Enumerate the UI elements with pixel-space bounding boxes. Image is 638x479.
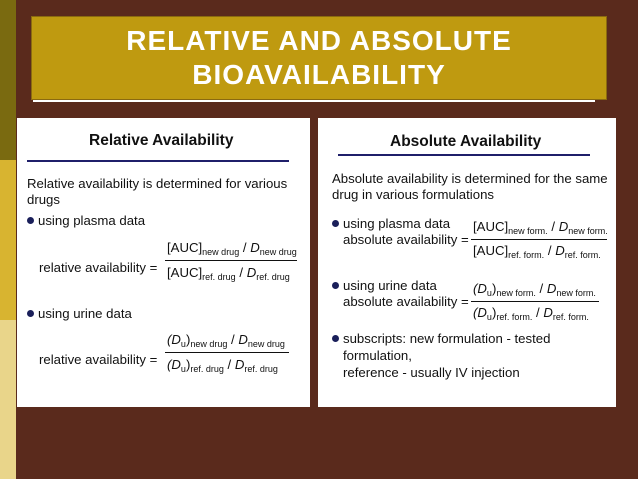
absolute-subscripts-line-3: reference - usually IV injection (343, 365, 520, 380)
absolute-plasma-denominator: [AUC]ref. form. / Dref. form. (473, 243, 601, 260)
relative-bullet-plasma-text: using plasma data (38, 213, 146, 228)
bullet-icon (332, 335, 339, 342)
absolute-urine-denominator: (Du)ref. form. / Dref. form. (473, 305, 589, 322)
relative-urine-denominator: (Du)ref. drug / Dref. drug (167, 357, 278, 374)
relative-plasma-fraction-bar (165, 260, 297, 261)
slide-title: RELATIVE AND ABSOLUTE BIOAVAILABILITY (31, 24, 607, 92)
bullet-icon (332, 220, 339, 227)
absolute-bullet-plasma: using plasma data (332, 216, 450, 232)
absolute-urine-fraction-bar (471, 301, 599, 302)
bullet-icon (332, 282, 339, 289)
relative-plasma-formula-label: relative availability = (39, 260, 158, 275)
relative-urine-fraction-bar (165, 352, 289, 353)
strip-segment-gold (0, 160, 16, 320)
absolute-bullet-urine-text: using urine data (343, 278, 437, 293)
relative-plasma-numerator: [AUC]new drug / Dnew drug (167, 240, 297, 257)
absolute-subscripts-line-2: formulation, (343, 348, 412, 363)
relative-plasma-denominator: [AUC]ref. drug / Dref. drug (167, 265, 290, 282)
left-decoration-strip (0, 0, 16, 479)
absolute-bullet-urine: using urine data (332, 278, 437, 294)
relative-availability-panel: Relative Availability Relative availabil… (17, 118, 310, 407)
relative-heading-rule (27, 160, 289, 162)
bullet-icon (27, 217, 34, 224)
strip-segment-dark (0, 0, 16, 160)
relative-intro-line-1: Relative availability is determined for … (27, 176, 288, 191)
relative-heading: Relative Availability (89, 132, 234, 149)
absolute-bullet-subscripts-text: subscripts: new formulation - tested (343, 331, 551, 346)
relative-bullet-urine: using urine data (27, 306, 132, 322)
relative-bullet-urine-text: using urine data (38, 306, 132, 321)
relative-urine-formula-label: relative availability = (39, 352, 158, 367)
absolute-urine-numerator: (Du)new form. / Dnew form. (473, 281, 596, 298)
absolute-intro-line-2: drug in various formulations (332, 187, 494, 202)
absolute-plasma-numerator: [AUC]new form. / Dnew form. (473, 219, 608, 236)
title-line-2: BIOAVAILABILITY (192, 59, 446, 90)
absolute-heading-rule (338, 154, 590, 156)
title-line-1: RELATIVE AND ABSOLUTE (126, 25, 512, 56)
relative-urine-numerator: (Du)new drug / Dnew drug (167, 332, 285, 349)
relative-bullet-plasma: using plasma data (27, 213, 145, 229)
absolute-bullet-subscripts: subscripts: new formulation - tested (332, 331, 550, 347)
absolute-heading: Absolute Availability (390, 133, 542, 150)
strip-segment-light (0, 320, 16, 479)
absolute-plasma-fraction-bar (471, 239, 607, 240)
bullet-icon (27, 310, 34, 317)
title-box (31, 16, 607, 100)
absolute-bullet-plasma-text: using plasma data (343, 216, 451, 231)
absolute-availability-panel: Absolute Availability Absolute availabil… (318, 118, 616, 407)
absolute-intro-line-1: Absolute availability is determined for … (332, 171, 608, 186)
title-underline (33, 100, 595, 102)
absolute-urine-formula-label: absolute availability = (343, 294, 469, 309)
relative-intro-line-2: drugs (27, 192, 60, 207)
absolute-plasma-formula-label: absolute availability = (343, 232, 469, 247)
